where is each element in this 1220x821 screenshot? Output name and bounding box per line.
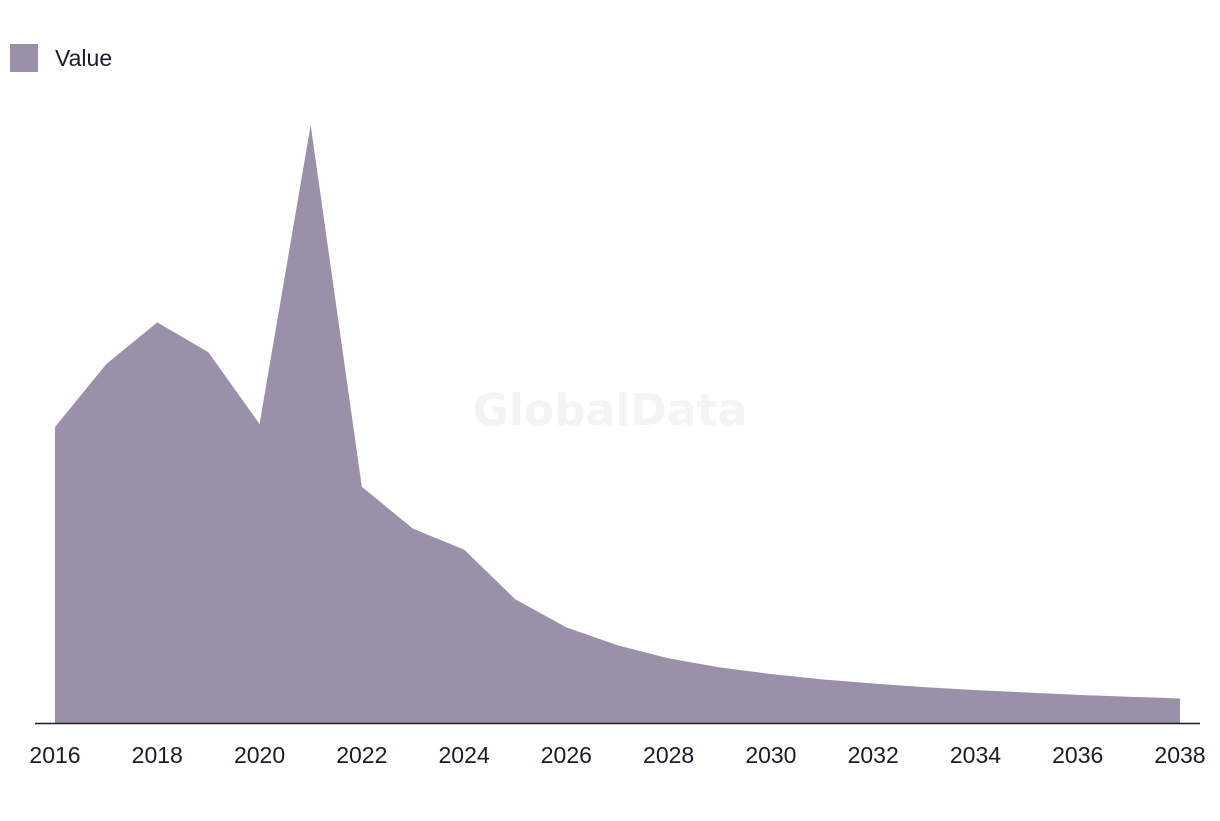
legend-label: Value bbox=[55, 44, 113, 71]
x-tick-label: 2026 bbox=[541, 742, 592, 768]
legend: Value bbox=[10, 44, 112, 72]
legend-swatch bbox=[10, 44, 38, 72]
x-tick-label: 2028 bbox=[643, 742, 694, 768]
watermark: GlobalData bbox=[473, 385, 748, 436]
x-tick-label: 2020 bbox=[234, 742, 285, 768]
x-tick-label: 2024 bbox=[439, 742, 490, 768]
x-tick-label: 2036 bbox=[1052, 742, 1103, 768]
x-tick-label: 2034 bbox=[950, 742, 1001, 768]
x-tick-label: 2016 bbox=[29, 742, 80, 768]
area-series-value bbox=[55, 125, 1180, 723]
x-tick-label: 2038 bbox=[1154, 742, 1205, 768]
x-tick-label: 2022 bbox=[336, 742, 387, 768]
x-tick-label: 2032 bbox=[848, 742, 899, 768]
x-tick-label: 2018 bbox=[132, 742, 183, 768]
x-tick-label: 2030 bbox=[745, 742, 796, 768]
